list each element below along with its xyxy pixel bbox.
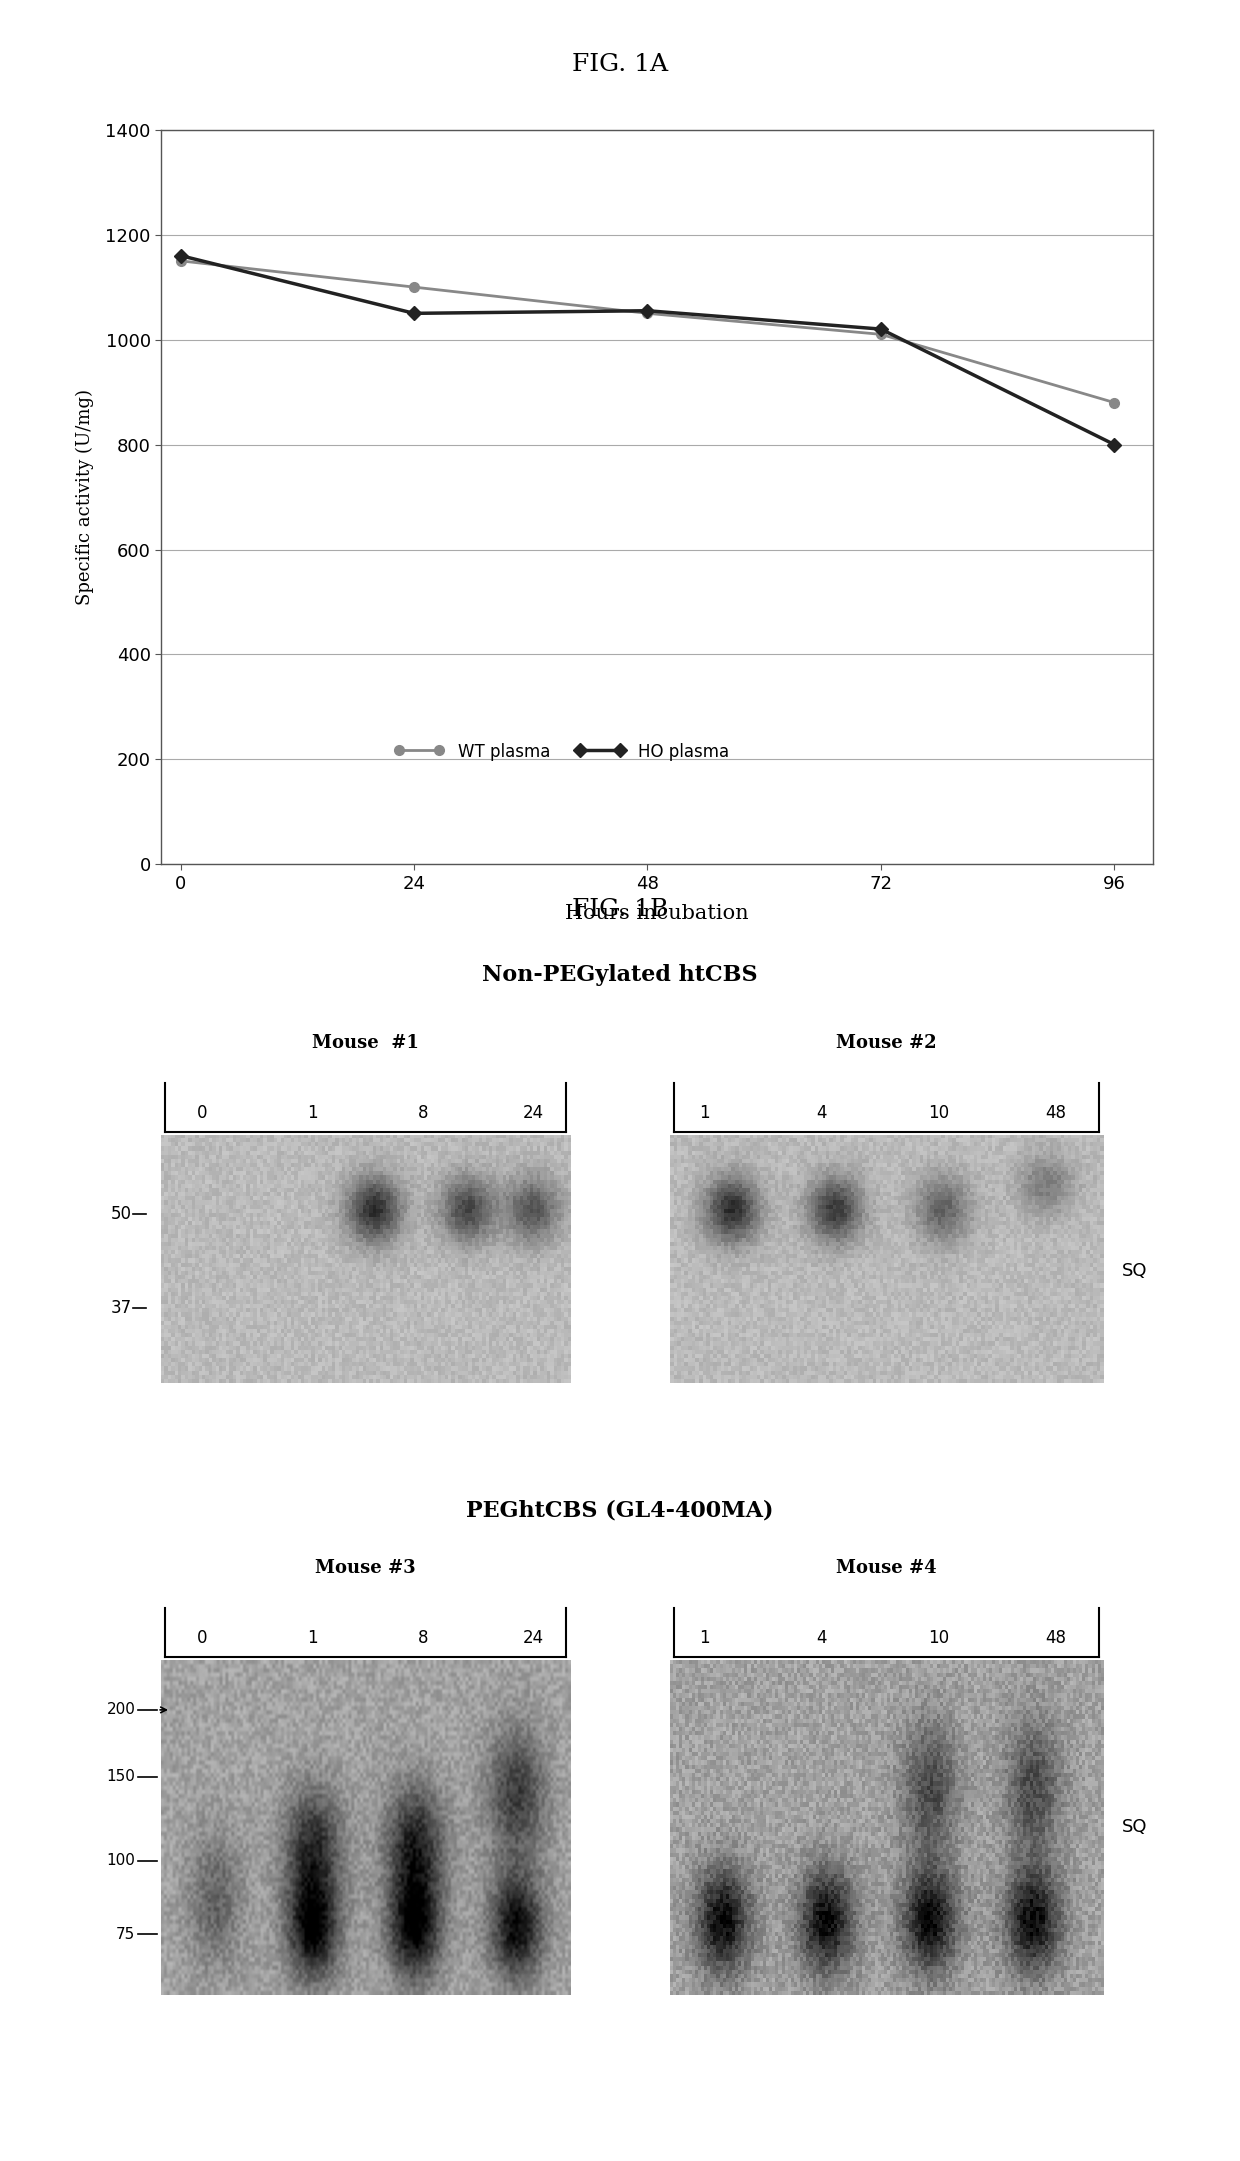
Text: Mouse #2: Mouse #2 [836,1033,937,1052]
Text: 75: 75 [117,1928,135,1943]
Text: FIG. 1B: FIG. 1B [572,899,668,921]
Line: HO plasma: HO plasma [176,251,1120,449]
Text: 10: 10 [928,1629,950,1647]
Text: 100: 100 [107,1854,135,1867]
Text: 0: 0 [197,1629,207,1647]
Text: 150: 150 [107,1770,135,1785]
Text: 24: 24 [523,1629,544,1647]
Text: Mouse  #1: Mouse #1 [312,1033,419,1052]
Text: 0: 0 [197,1104,207,1122]
Legend: WT plasma, HO plasma: WT plasma, HO plasma [388,737,737,767]
Text: Mouse #3: Mouse #3 [315,1558,417,1578]
Text: 1: 1 [699,1629,709,1647]
Text: 4: 4 [816,1629,827,1647]
Text: SQ: SQ [1122,1262,1148,1279]
Text: 50: 50 [110,1206,131,1223]
HO plasma [407,300,422,326]
Text: 1: 1 [308,1104,317,1122]
WT plasma [1107,389,1122,415]
Text: 48: 48 [1045,1104,1066,1122]
HO plasma [873,316,888,341]
WT plasma [640,300,655,326]
HO plasma [1107,432,1122,458]
Text: 37: 37 [110,1299,131,1318]
Text: SQ: SQ [1122,1817,1148,1837]
Text: 8: 8 [418,1629,428,1647]
Text: 4: 4 [816,1104,827,1122]
Text: 24: 24 [523,1104,544,1122]
Text: FIG. 1A: FIG. 1A [572,54,668,76]
Text: PEGhtCBS (GL4-400MA): PEGhtCBS (GL4-400MA) [466,1500,774,1521]
HO plasma [174,242,188,268]
Text: Non-PEGylated htCBS: Non-PEGylated htCBS [482,964,758,985]
Text: 10: 10 [928,1104,950,1122]
HO plasma [640,298,655,324]
Text: 200: 200 [107,1703,135,1718]
WT plasma [407,274,422,300]
X-axis label: Hours incubation: Hours incubation [565,903,749,923]
Text: 8: 8 [418,1104,428,1122]
WT plasma [873,322,888,348]
Line: WT plasma: WT plasma [176,255,1120,408]
Text: 48: 48 [1045,1629,1066,1647]
WT plasma [174,249,188,274]
Text: 1: 1 [308,1629,317,1647]
Y-axis label: Specific activity (U/mg): Specific activity (U/mg) [76,389,94,605]
Text: Mouse #4: Mouse #4 [836,1558,937,1578]
Text: 1: 1 [699,1104,709,1122]
